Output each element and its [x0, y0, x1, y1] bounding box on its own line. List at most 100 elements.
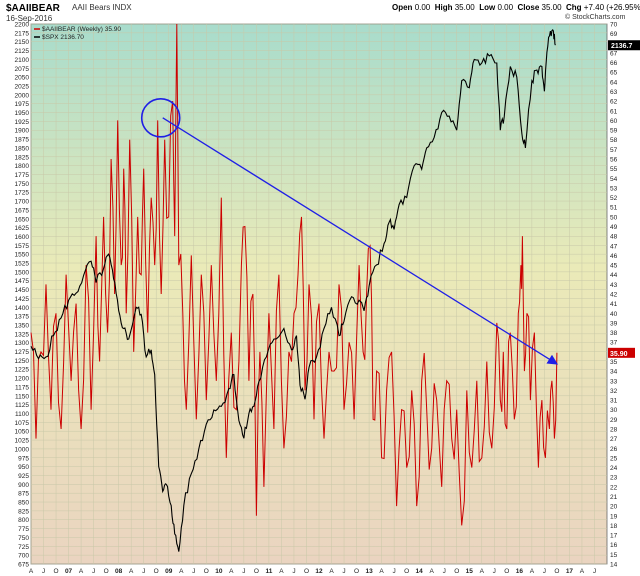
- x-tick-label: 13: [365, 568, 373, 575]
- left-tick-label: 1225: [15, 367, 30, 374]
- right-tick-label: 69: [610, 31, 618, 38]
- right-tick-label: 50: [610, 214, 618, 221]
- value-badges: 2136.7 35.90: [608, 40, 640, 358]
- x-axis: A J O 07 A J O 08 A J O 09 A J O 10 A J O 11 A J O 12 A J O 13 A J O 14…: [29, 568, 596, 575]
- left-tick-label: 2050: [15, 75, 30, 82]
- legend: $AAIIBEAR (Weekly) 35.90$SPX 2136.70: [34, 26, 121, 41]
- chg-label: Chg: [566, 3, 582, 12]
- left-tick-label: 875: [18, 491, 29, 498]
- left-tick-label: 900: [18, 482, 29, 489]
- x-tick-label: O: [104, 568, 109, 575]
- right-tick-label: 61: [610, 108, 618, 115]
- right-tick-label: 28: [610, 427, 618, 434]
- left-tick-label: 1075: [15, 420, 30, 427]
- x-tick-label: A: [129, 568, 134, 575]
- x-tick-label: 07: [65, 568, 73, 575]
- chg-value: +7.40 (+26.95%): [583, 3, 640, 12]
- right-tick-label: 45: [610, 263, 618, 270]
- x-tick-label: A: [179, 568, 184, 575]
- chart-name: AAII Bears INDX: [72, 3, 132, 12]
- x-tick-label: 08: [115, 568, 123, 575]
- left-tick-label: 1400: [15, 305, 30, 312]
- right-tick-label: 70: [610, 22, 618, 29]
- x-tick-label: O: [504, 568, 509, 575]
- left-tick-label: 700: [18, 553, 29, 560]
- right-tick-label: 30: [610, 407, 618, 414]
- bear-last-badge: [608, 347, 635, 358]
- left-tick-label: 1750: [15, 181, 30, 188]
- left-tick-label: 2075: [15, 66, 30, 73]
- x-tick-label: 15: [466, 568, 474, 575]
- x-tick-label: J: [443, 568, 446, 575]
- left-tick-label: 1250: [15, 358, 30, 365]
- right-tick-label: 56: [610, 157, 618, 164]
- legend-entry: $SPX 2136.70: [42, 34, 84, 41]
- spx-last-badge: [608, 40, 640, 51]
- right-tick-label: 60: [610, 118, 618, 125]
- watermark: © StockCharts.com: [565, 14, 626, 21]
- left-tick-label: 1100: [15, 411, 29, 418]
- x-tick-label: J: [593, 568, 596, 575]
- right-tick-label: 66: [610, 60, 618, 67]
- x-tick-label: 11: [265, 568, 272, 575]
- right-tick-label: 44: [610, 272, 618, 279]
- left-tick-label: 1125: [15, 402, 29, 409]
- left-tick-label: 1575: [15, 243, 30, 250]
- left-tick-label: 2200: [15, 22, 30, 29]
- right-tick-label: 15: [610, 552, 618, 559]
- left-tick-label: 1700: [15, 199, 30, 206]
- left-tick-label: 2100: [15, 57, 30, 64]
- left-tick-label: 975: [18, 455, 29, 462]
- right-tick-label: 40: [610, 311, 618, 318]
- right-tick-label: 32: [610, 388, 618, 395]
- left-tick-label: 950: [18, 464, 29, 471]
- x-tick-label: A: [430, 568, 435, 575]
- left-tick-label: 1650: [15, 216, 30, 223]
- x-tick-label: A: [480, 568, 485, 575]
- x-tick-label: J: [393, 568, 396, 575]
- low-value: 0.00: [497, 3, 514, 12]
- right-tick-label: 42: [610, 292, 618, 299]
- right-tick-label: 14: [610, 562, 618, 569]
- left-tick-label: 1150: [15, 393, 29, 400]
- x-tick-label: A: [329, 568, 334, 575]
- x-tick-label: J: [42, 568, 45, 575]
- left-tick-label: 1025: [15, 438, 30, 445]
- right-tick-label: 51: [610, 205, 618, 212]
- right-tick-label: 23: [610, 475, 618, 482]
- right-tick-label: 33: [610, 378, 618, 385]
- left-tick-label: 2000: [15, 92, 30, 99]
- legend-entry: $AAIIBEAR (Weekly) 35.90: [42, 26, 121, 33]
- left-tick-label: 1925: [15, 119, 30, 126]
- left-tick-label: 775: [18, 526, 29, 533]
- bear-last-badge-label: 35.90: [610, 351, 628, 358]
- right-tick-label: 65: [610, 70, 618, 77]
- right-tick-label: 49: [610, 224, 618, 231]
- low-label: Low: [479, 3, 496, 12]
- x-tick-label: O: [554, 568, 559, 575]
- right-axis: 14 15 16 17 18 19 20 21 22 23 24 25 26 27 28 29 30 31 32 33…: [610, 22, 618, 569]
- left-tick-label: 1350: [15, 322, 30, 329]
- x-tick-label: A: [279, 568, 284, 575]
- left-tick-label: 1300: [15, 340, 30, 347]
- x-tick-label: O: [454, 568, 459, 575]
- left-tick-label: 1050: [15, 429, 30, 436]
- right-tick-label: 55: [610, 166, 618, 173]
- left-tick-label: 925: [18, 473, 29, 480]
- close-label: Close: [517, 3, 540, 12]
- open-label: Open: [392, 3, 413, 12]
- x-tick-label: J: [242, 568, 245, 575]
- spx-series-line: [30, 29, 556, 552]
- x-tick-label: J: [342, 568, 345, 575]
- x-tick-label: J: [142, 568, 145, 575]
- left-tick-label: 1725: [15, 190, 30, 197]
- right-tick-label: 59: [610, 128, 618, 135]
- x-tick-label: 17: [566, 568, 574, 575]
- right-tick-label: 47: [610, 243, 618, 250]
- left-tick-label: 1375: [15, 314, 30, 321]
- right-tick-label: 16: [610, 542, 618, 549]
- x-tick-label: O: [154, 568, 159, 575]
- right-tick-label: 37: [610, 340, 618, 347]
